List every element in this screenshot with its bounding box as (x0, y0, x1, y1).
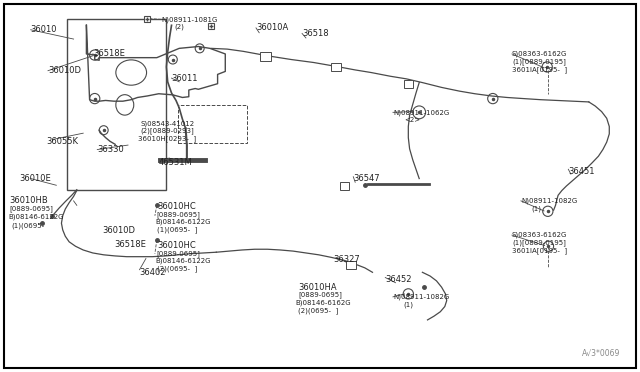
Text: A√3*0069: A√3*0069 (582, 349, 621, 358)
Bar (346, 261, 356, 269)
Text: 36010HC: 36010HC (157, 241, 196, 250)
Text: S)08543-41012: S)08543-41012 (141, 120, 195, 127)
Text: 36547: 36547 (353, 174, 380, 183)
Text: (2): (2) (174, 23, 184, 30)
Text: 3601lA[0195-  ]: 3601lA[0195- ] (512, 66, 567, 73)
Bar (332, 63, 341, 71)
Text: (1)(0695-: (1)(0695- (12, 222, 45, 229)
Text: (2)(0695-  ]: (2)(0695- ] (298, 307, 339, 314)
Text: N)08911-1082G: N)08911-1082G (521, 198, 577, 204)
Bar (178, 105, 247, 143)
Text: N)08911-1082G: N)08911-1082G (393, 294, 449, 300)
Text: 36451: 36451 (568, 167, 595, 176)
Text: 36402: 36402 (140, 268, 166, 277)
Text: (1)(0695-  ]: (1)(0695- ] (157, 227, 197, 233)
Text: 36010: 36010 (31, 25, 57, 34)
Text: 36452: 36452 (385, 275, 412, 284)
Text: (1): (1) (531, 205, 541, 212)
Text: 36010HA: 36010HA (298, 283, 337, 292)
Bar (340, 182, 349, 190)
Text: B)08146-6122G: B)08146-6122G (155, 219, 211, 225)
Text: 36010A: 36010A (256, 23, 288, 32)
Text: 36055K: 36055K (46, 137, 78, 146)
Text: (2)[0889-0293]: (2)[0889-0293] (141, 128, 195, 134)
Text: 36330: 36330 (97, 145, 124, 154)
Text: 46531M: 46531M (159, 158, 193, 167)
Text: 36010H[0293-  ]: 36010H[0293- ] (138, 135, 196, 142)
Text: [0889-0695]: [0889-0695] (157, 250, 201, 257)
Text: (1): (1) (403, 301, 413, 308)
Text: S)08363-6162G: S)08363-6162G (512, 51, 568, 57)
Text: 36010HC: 36010HC (157, 202, 196, 211)
Text: 36518E: 36518E (114, 240, 146, 249)
Text: S)08363-6162G: S)08363-6162G (512, 232, 568, 238)
Text: 36518: 36518 (302, 29, 329, 38)
Text: 36518E: 36518E (93, 49, 125, 58)
Text: 36010D: 36010D (48, 66, 81, 75)
Text: B)08146-6162G: B)08146-6162G (296, 299, 351, 306)
Text: (1)[0889-0195]: (1)[0889-0195] (512, 58, 566, 65)
Text: <2>: <2> (404, 117, 420, 123)
Text: [0889-0695]: [0889-0695] (157, 211, 201, 218)
Text: 36010E: 36010E (19, 174, 51, 183)
Text: (1)[0889-0195]: (1)[0889-0195] (512, 240, 566, 246)
Bar (404, 80, 413, 88)
Text: [0889-0695]: [0889-0695] (298, 292, 342, 298)
Text: (2)(0695-  ]: (2)(0695- ] (157, 266, 197, 272)
Bar (260, 52, 271, 61)
Text: 3601lA[0195-  ]: 3601lA[0195- ] (512, 247, 567, 254)
Text: B)08146-6122G: B)08146-6122G (155, 258, 211, 264)
Text: 36327: 36327 (333, 255, 360, 264)
Bar (67, 19, 166, 190)
Text: N)08911-1081G: N)08911-1081G (161, 16, 218, 23)
Text: B)08146-6122G: B)08146-6122G (8, 214, 64, 221)
Text: N)08911-1062G: N)08911-1062G (393, 109, 449, 116)
Text: 36010D: 36010D (102, 226, 136, 235)
Text: [0889-0695]: [0889-0695] (10, 206, 54, 212)
Text: 36011: 36011 (172, 74, 198, 83)
Text: 36010HB: 36010HB (10, 196, 49, 205)
